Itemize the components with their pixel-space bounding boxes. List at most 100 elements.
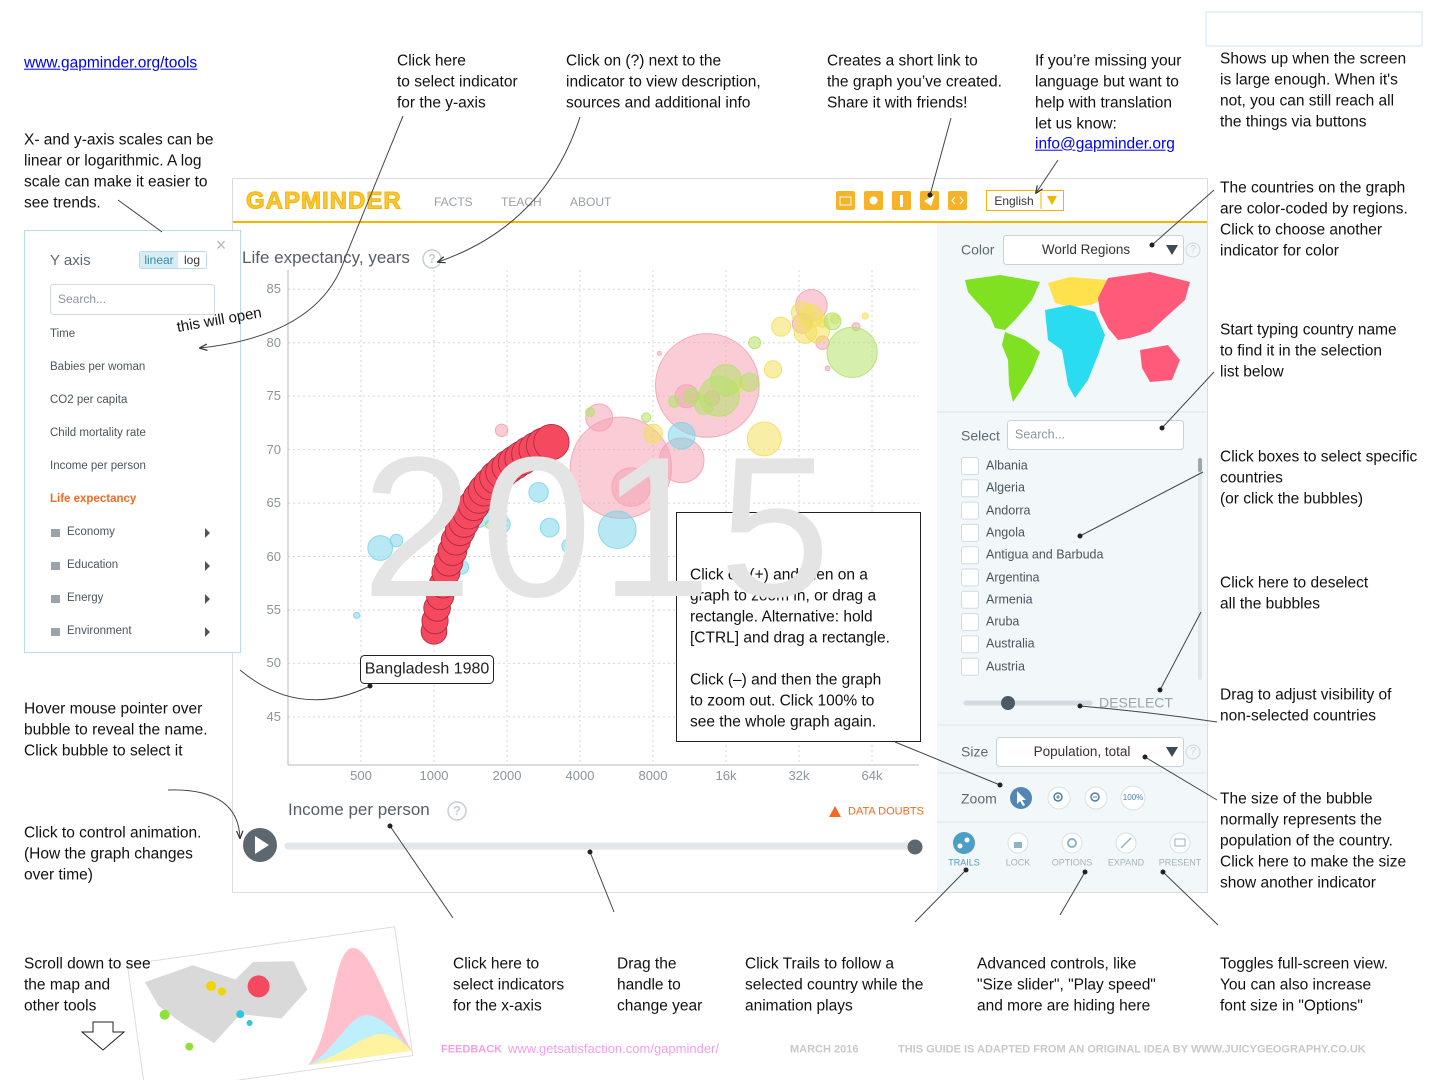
country-name[interactable]: Austria bbox=[986, 659, 1025, 674]
bubble[interactable] bbox=[667, 421, 696, 450]
bubble[interactable] bbox=[793, 320, 818, 344]
icon-embed[interactable] bbox=[948, 191, 967, 210]
size-indicator[interactable]: Population, total bbox=[1033, 743, 1131, 759]
nav-link[interactable]: TEACH bbox=[501, 194, 542, 209]
bubble[interactable] bbox=[539, 517, 560, 538]
country-checkbox[interactable] bbox=[961, 590, 979, 609]
indicator-item[interactable]: Babies per woman bbox=[50, 361, 146, 374]
help-mark[interactable]: ? bbox=[1189, 745, 1197, 758]
color-select[interactable] bbox=[1003, 235, 1184, 265]
country-checkbox[interactable] bbox=[961, 657, 979, 676]
options-button[interactable] bbox=[1061, 832, 1083, 854]
indicator-item[interactable]: Income per person bbox=[50, 460, 146, 473]
time-handle[interactable] bbox=[907, 839, 923, 855]
country-checkbox[interactable] bbox=[961, 457, 979, 475]
country-name[interactable]: Angola bbox=[986, 525, 1025, 540]
bubble[interactable] bbox=[643, 423, 663, 444]
bubble[interactable] bbox=[598, 510, 637, 550]
bubble[interactable] bbox=[492, 515, 511, 534]
indicator-item[interactable]: Time bbox=[50, 328, 76, 341]
zoom-in[interactable] bbox=[1047, 786, 1071, 810]
trail-bubble[interactable] bbox=[533, 424, 570, 461]
bubble[interactable] bbox=[494, 423, 509, 438]
country-name[interactable]: Algeria bbox=[986, 480, 1025, 495]
toolbar-label[interactable]: EXPAND bbox=[1107, 857, 1145, 868]
country-checkbox[interactable] bbox=[961, 613, 979, 632]
indicator-folder[interactable]: Energy bbox=[67, 592, 104, 605]
zoom-full[interactable]: 100% bbox=[1122, 793, 1144, 803]
bubble[interactable] bbox=[367, 535, 394, 561]
help-mark[interactable]: ? bbox=[428, 251, 436, 267]
country-search[interactable] bbox=[1007, 420, 1184, 450]
bubble[interactable] bbox=[611, 467, 651, 507]
menu-close[interactable]: × bbox=[215, 235, 227, 256]
scale-option[interactable]: log bbox=[183, 252, 201, 267]
nav-link[interactable]: ABOUT bbox=[570, 194, 612, 209]
country-checkbox[interactable] bbox=[961, 479, 979, 498]
bubble[interactable] bbox=[641, 412, 652, 423]
country-checkbox[interactable] bbox=[961, 501, 979, 520]
toolbar-label[interactable]: LOCK bbox=[1005, 857, 1031, 868]
bubble[interactable] bbox=[826, 326, 878, 378]
bubble[interactable] bbox=[746, 421, 782, 457]
scrollbar-thumb[interactable] bbox=[1198, 458, 1202, 472]
guide-link[interactable]: www.gapminder.org/tools bbox=[24, 54, 198, 72]
bubble[interactable] bbox=[668, 395, 681, 408]
bubble[interactable] bbox=[682, 387, 700, 405]
country-checkbox[interactable] bbox=[961, 546, 979, 565]
y-tick-label: 75 bbox=[266, 388, 281, 404]
country-name[interactable]: Andorra bbox=[986, 503, 1031, 518]
bubble[interactable] bbox=[585, 407, 595, 418]
present-button[interactable] bbox=[1169, 832, 1191, 854]
toolbar-label[interactable]: OPTIONS bbox=[1051, 857, 1093, 868]
indicator-folder[interactable]: Environment bbox=[67, 625, 132, 638]
annotation-line: to find it in the selection bbox=[1220, 342, 1382, 360]
data-doubts[interactable]: DATA DOUBTS bbox=[848, 805, 924, 818]
nav-link[interactable]: FACTS bbox=[434, 194, 473, 209]
bubble[interactable] bbox=[528, 482, 549, 503]
country-name[interactable]: Australia bbox=[986, 636, 1035, 651]
country-name[interactable]: Armenia bbox=[986, 592, 1033, 607]
opacity-handle[interactable] bbox=[1001, 696, 1015, 710]
scale-option[interactable]: linear bbox=[144, 252, 174, 267]
country-name[interactable]: Antigua and Barbuda bbox=[986, 547, 1104, 562]
trails-button[interactable] bbox=[953, 832, 975, 854]
language-select[interactable] bbox=[986, 190, 1064, 211]
deselect-button[interactable]: DESELECT bbox=[1099, 694, 1173, 711]
email-link[interactable]: info@gapminder.org bbox=[1035, 135, 1175, 153]
bubble[interactable] bbox=[824, 365, 831, 372]
indicator-folder[interactable]: Economy bbox=[67, 526, 115, 539]
country-checkbox[interactable] bbox=[961, 635, 979, 654]
indicator-folder[interactable]: Education bbox=[67, 559, 119, 572]
bubble[interactable] bbox=[748, 336, 762, 350]
world-map[interactable] bbox=[965, 272, 1190, 402]
bubble[interactable] bbox=[353, 611, 361, 619]
zoom-out[interactable] bbox=[1084, 786, 1108, 810]
y-axis-label[interactable]: Life expectancy, years bbox=[242, 247, 410, 267]
bubble[interactable] bbox=[771, 316, 792, 337]
x-axis-label[interactable]: Income per person bbox=[288, 799, 430, 819]
toolbar-label[interactable]: TRAILS bbox=[948, 857, 980, 868]
help-mark[interactable]: ? bbox=[1189, 243, 1197, 256]
indicator-item[interactable]: CO2 per capita bbox=[50, 394, 128, 407]
language-select[interactable]: English bbox=[994, 193, 1034, 208]
country-name[interactable]: Albania bbox=[986, 458, 1028, 473]
bubble[interactable] bbox=[389, 533, 404, 548]
bubble[interactable] bbox=[823, 312, 842, 331]
bubble[interactable] bbox=[739, 372, 760, 392]
help-mark[interactable]: ? bbox=[453, 803, 461, 819]
indicator-item[interactable]: Child mortality rate bbox=[50, 427, 146, 440]
bubble[interactable] bbox=[693, 394, 715, 415]
country-checkbox[interactable] bbox=[961, 568, 979, 587]
bubble[interactable] bbox=[763, 360, 783, 379]
country-name[interactable]: Argentina bbox=[986, 570, 1040, 584]
country-name[interactable]: Aruba bbox=[986, 614, 1020, 629]
color-indicator[interactable]: World Regions bbox=[1041, 241, 1131, 257]
bubble[interactable] bbox=[861, 312, 869, 320]
bubble[interactable] bbox=[561, 538, 577, 554]
feedback-link[interactable]: www.getsatisfaction.com/gapminder/ bbox=[508, 1041, 719, 1057]
indicator-item[interactable]: Life expectancy bbox=[50, 493, 137, 506]
country-checkbox[interactable] bbox=[961, 523, 979, 542]
bubble[interactable] bbox=[656, 350, 662, 356]
toolbar-label[interactable]: PRESENT bbox=[1158, 857, 1202, 868]
